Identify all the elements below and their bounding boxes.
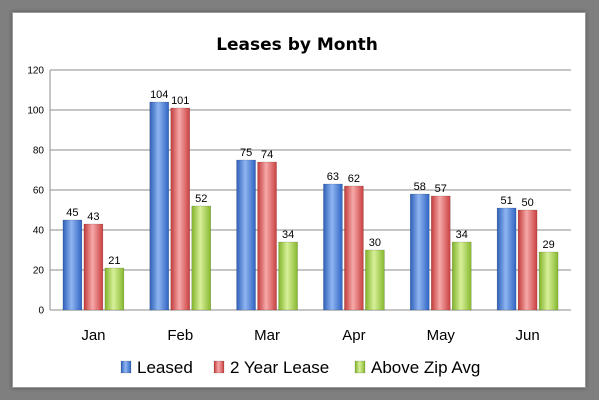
data-label: 50 (521, 197, 533, 209)
data-label: 57 (435, 183, 447, 195)
chart: Leases by Month 0 20 40 60 80 100 120 45 43 21 Jan… (27, 35, 571, 377)
x-tick-label: Jun (515, 327, 539, 344)
data-label: 30 (369, 237, 381, 249)
data-label: 34 (282, 229, 294, 241)
data-label: 104 (150, 89, 168, 101)
legend-swatch (213, 360, 225, 374)
bar (538, 251, 559, 311)
legend: Leased 2 Year Lease Above Zip Avg (120, 358, 480, 377)
data-label: 51 (500, 195, 512, 207)
bar (149, 101, 169, 311)
data-label: 75 (240, 147, 252, 159)
y-tick-label: 60 (33, 186, 45, 197)
chart-title: Leases by Month (216, 35, 378, 55)
data-label: 21 (108, 255, 120, 267)
data-label: 101 (171, 95, 189, 107)
data-label: 62 (348, 173, 360, 185)
data-label: 34 (456, 229, 468, 241)
y-tick-label: 40 (33, 226, 45, 237)
bar (62, 219, 83, 311)
bar (431, 195, 451, 311)
x-tick-label: Feb (167, 327, 193, 344)
legend-label: Leased (137, 358, 193, 377)
bar (278, 241, 298, 311)
x-tick-label: Mar (254, 327, 280, 344)
bar (170, 107, 190, 311)
bar (323, 183, 343, 311)
y-tick-label: 0 (38, 306, 44, 317)
legend-label: Above Zip Avg (371, 358, 480, 377)
y-tick-label: 80 (33, 146, 45, 157)
bar (452, 241, 472, 311)
legend-swatch (120, 360, 132, 374)
data-label: 63 (327, 171, 339, 183)
data-label: 45 (66, 207, 78, 219)
bar (410, 193, 430, 311)
bar (517, 209, 538, 311)
bar (365, 249, 385, 311)
y-tick-label: 100 (27, 106, 44, 117)
data-label: 74 (261, 149, 273, 161)
data-label: 29 (542, 239, 554, 251)
x-tick-label: May (427, 327, 456, 344)
bar (496, 207, 517, 311)
plot-area: 0 20 40 60 80 100 120 45 43 21 Jan 104 101 52 Feb 75 74 3… (27, 66, 571, 344)
data-label: 52 (195, 193, 207, 205)
y-tick-label: 120 (27, 66, 44, 77)
x-tick-label: Apr (342, 327, 365, 344)
bar (236, 159, 256, 311)
legend-swatch (354, 360, 366, 374)
data-label: 58 (414, 181, 426, 193)
bar (257, 161, 277, 311)
bar (191, 205, 211, 311)
y-tick-label: 20 (33, 266, 45, 277)
x-tick-label: Jan (81, 327, 105, 344)
data-label: 43 (87, 211, 99, 223)
legend-label: 2 Year Lease (230, 358, 329, 377)
bar (83, 223, 104, 311)
bar (104, 267, 125, 311)
chart-frame: Leases by Month 0 20 40 60 80 100 120 45 43 21 Jan… (12, 12, 586, 388)
bar (344, 185, 364, 311)
